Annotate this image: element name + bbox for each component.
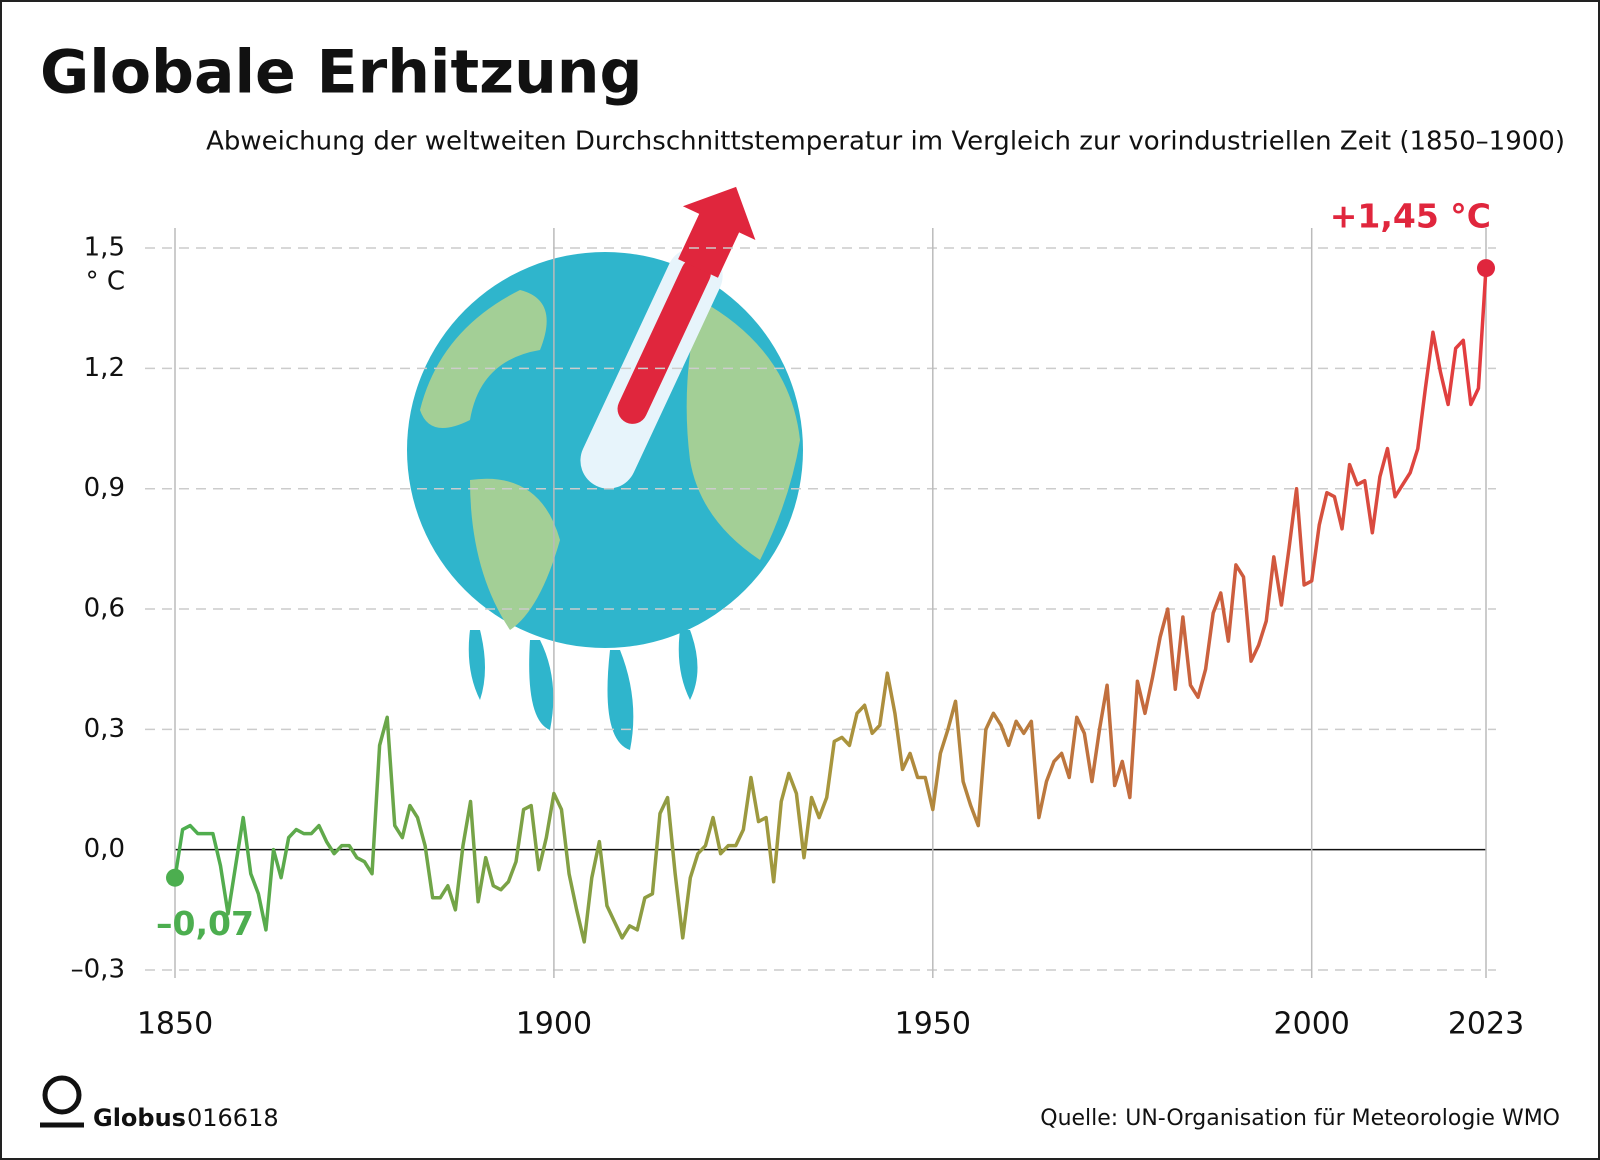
code: 016618 (187, 1104, 279, 1132)
x-tick-label: 1850 (137, 1007, 213, 1042)
annotation-dot (166, 868, 184, 887)
y-tick-label: 0,3 (84, 714, 125, 744)
annotation-dot (1477, 259, 1495, 278)
y-tick-label: –0,3 (71, 954, 125, 984)
x-tick-label: 1900 (516, 1007, 592, 1042)
plot: –0,07 +1,45 °C (156, 197, 1495, 944)
y-tick-label: 1,2 (84, 353, 125, 383)
y-tick-label: 0,9 (84, 473, 125, 503)
y-tick-label: 0,0 (84, 834, 125, 864)
logo (40, 1075, 84, 1128)
annotation-label: +1,45 °C (1330, 197, 1491, 236)
illustration (407, 186, 803, 750)
temperature-line (173, 267, 1488, 944)
grid: –0,3 0,0 0,3 0,6 0,9 1,2 1,5 ° C 1850 1900 1950 200… (71, 228, 1524, 1042)
chart-title: Globale Erhitzung (40, 38, 642, 108)
y-tick-label: 0,6 (84, 594, 125, 624)
x-tick-label: 2023 (1448, 1007, 1524, 1042)
annotation-label: –0,07 (156, 904, 254, 943)
y-unit: ° C (86, 267, 125, 297)
brand: Globus (93, 1104, 186, 1132)
x-tick-label: 1950 (895, 1007, 971, 1042)
source: Quelle: UN-Organisation für Meteorologie… (1040, 1106, 1560, 1131)
x-tick-label: 2000 (1274, 1007, 1350, 1042)
y-tick-label: 1,5 (84, 233, 125, 263)
chart-subtitle: Abweichung der weltweiten Durchschnittst… (206, 127, 1565, 157)
